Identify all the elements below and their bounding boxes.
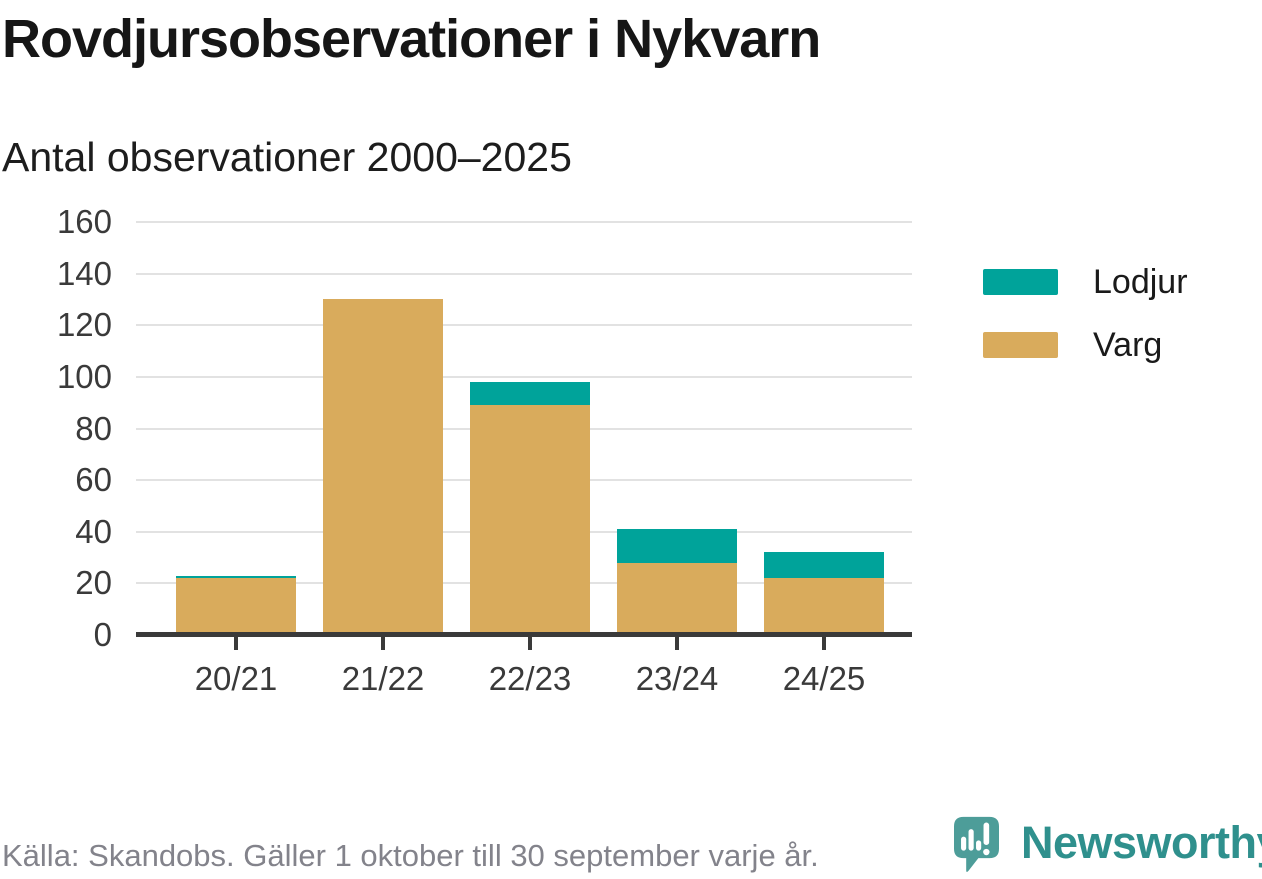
y-axis-label-20: 20 xyxy=(75,564,112,602)
x-axis-tick-21/22 xyxy=(381,635,385,650)
gridline-y-120 xyxy=(136,324,912,327)
legend-swatch-lodjur xyxy=(983,269,1058,295)
x-axis-tick-23/24 xyxy=(675,635,679,650)
bar-varg-22/23 xyxy=(470,405,590,635)
gridline-y-100 xyxy=(136,375,912,378)
legend-label: Lodjur xyxy=(1093,263,1188,301)
bar-lodjur-24/25 xyxy=(764,552,884,579)
bar-varg-20/21 xyxy=(176,578,296,635)
source-note: Källa: Skandobs. Gäller 1 oktober till 3… xyxy=(2,838,819,873)
bar-lodjur-22/23 xyxy=(470,382,590,406)
x-axis-tick-24/25 xyxy=(822,635,826,650)
x-axis-label-21/22: 21/22 xyxy=(341,660,425,697)
x-axis-label-20/21: 20/21 xyxy=(194,660,278,697)
bar-varg-23/24 xyxy=(617,562,737,635)
y-axis-label-100: 100 xyxy=(56,357,112,395)
x-axis-label-24/25: 24/25 xyxy=(782,660,866,697)
legend-item-lodjur: Lodjur xyxy=(983,265,1188,299)
x-axis-label-23/24: 23/24 xyxy=(635,660,719,697)
y-axis-label-160: 160 xyxy=(56,203,112,240)
y-axis-label-60: 60 xyxy=(75,461,112,499)
bar-lodjur-23/24 xyxy=(617,529,737,563)
brand-lockup: Newsworthy xyxy=(952,815,1262,879)
chart-legend: Lodjur Varg xyxy=(983,265,1188,391)
x-axis-label-22/23: 22/23 xyxy=(488,660,572,697)
y-axis-label-140: 140 xyxy=(56,254,112,292)
gridline-y-160 xyxy=(136,221,912,223)
x-axis-tick-22/23 xyxy=(528,635,532,650)
brand-name: Newsworthy xyxy=(1021,817,1262,868)
bar-varg-21/22 xyxy=(323,299,443,635)
x-axis-line xyxy=(136,632,912,637)
legend-swatch-varg xyxy=(983,332,1058,358)
gridline-y-140 xyxy=(136,272,912,275)
legend-label: Varg xyxy=(1093,326,1163,364)
y-axis-label-120: 120 xyxy=(56,306,112,344)
y-axis-label-40: 40 xyxy=(75,512,112,550)
bar-lodjur-20/21 xyxy=(176,575,296,579)
bar-varg-24/25 xyxy=(764,578,884,635)
newsworthy-bubble-chart-icon xyxy=(952,815,1001,879)
x-axis-tick-20/21 xyxy=(234,635,238,650)
y-axis-label-80: 80 xyxy=(75,409,112,447)
chart-subtitle: Antal observationer 2000–2025 xyxy=(2,134,572,180)
page-title: Rovdjursobservationer i Nykvarn xyxy=(2,9,821,69)
y-axis-label-0: 0 xyxy=(93,616,112,653)
legend-item-varg: Varg xyxy=(983,328,1188,362)
